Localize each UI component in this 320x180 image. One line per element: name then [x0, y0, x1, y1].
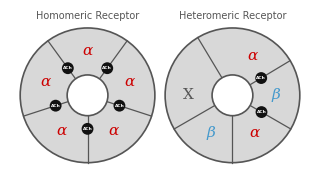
Text: ACh: ACh: [257, 110, 266, 114]
Text: X: X: [183, 88, 194, 102]
Circle shape: [255, 72, 267, 84]
Text: β: β: [206, 126, 215, 140]
Circle shape: [256, 106, 268, 118]
Text: Heteromeric Receptor: Heteromeric Receptor: [179, 11, 286, 21]
Circle shape: [82, 123, 93, 135]
Circle shape: [67, 75, 108, 116]
Text: α: α: [57, 124, 67, 138]
Circle shape: [20, 28, 155, 163]
Text: ACh: ACh: [83, 127, 92, 131]
Text: α: α: [249, 126, 260, 140]
Text: β: β: [272, 88, 281, 102]
Circle shape: [165, 28, 300, 163]
Text: ACh: ACh: [51, 104, 60, 108]
Text: α: α: [124, 75, 134, 89]
Text: ACh: ACh: [115, 104, 124, 108]
Text: α: α: [83, 44, 93, 58]
Text: α: α: [247, 49, 258, 63]
Text: ACh: ACh: [63, 66, 73, 70]
Circle shape: [212, 75, 253, 116]
Text: ACh: ACh: [102, 66, 112, 70]
Circle shape: [62, 62, 74, 74]
Circle shape: [114, 100, 125, 112]
Text: α: α: [108, 124, 118, 138]
Text: α: α: [41, 75, 51, 89]
Text: ACh: ACh: [256, 76, 266, 80]
Circle shape: [101, 62, 113, 74]
Circle shape: [50, 100, 61, 112]
Text: Homomeric Receptor: Homomeric Receptor: [36, 11, 139, 21]
